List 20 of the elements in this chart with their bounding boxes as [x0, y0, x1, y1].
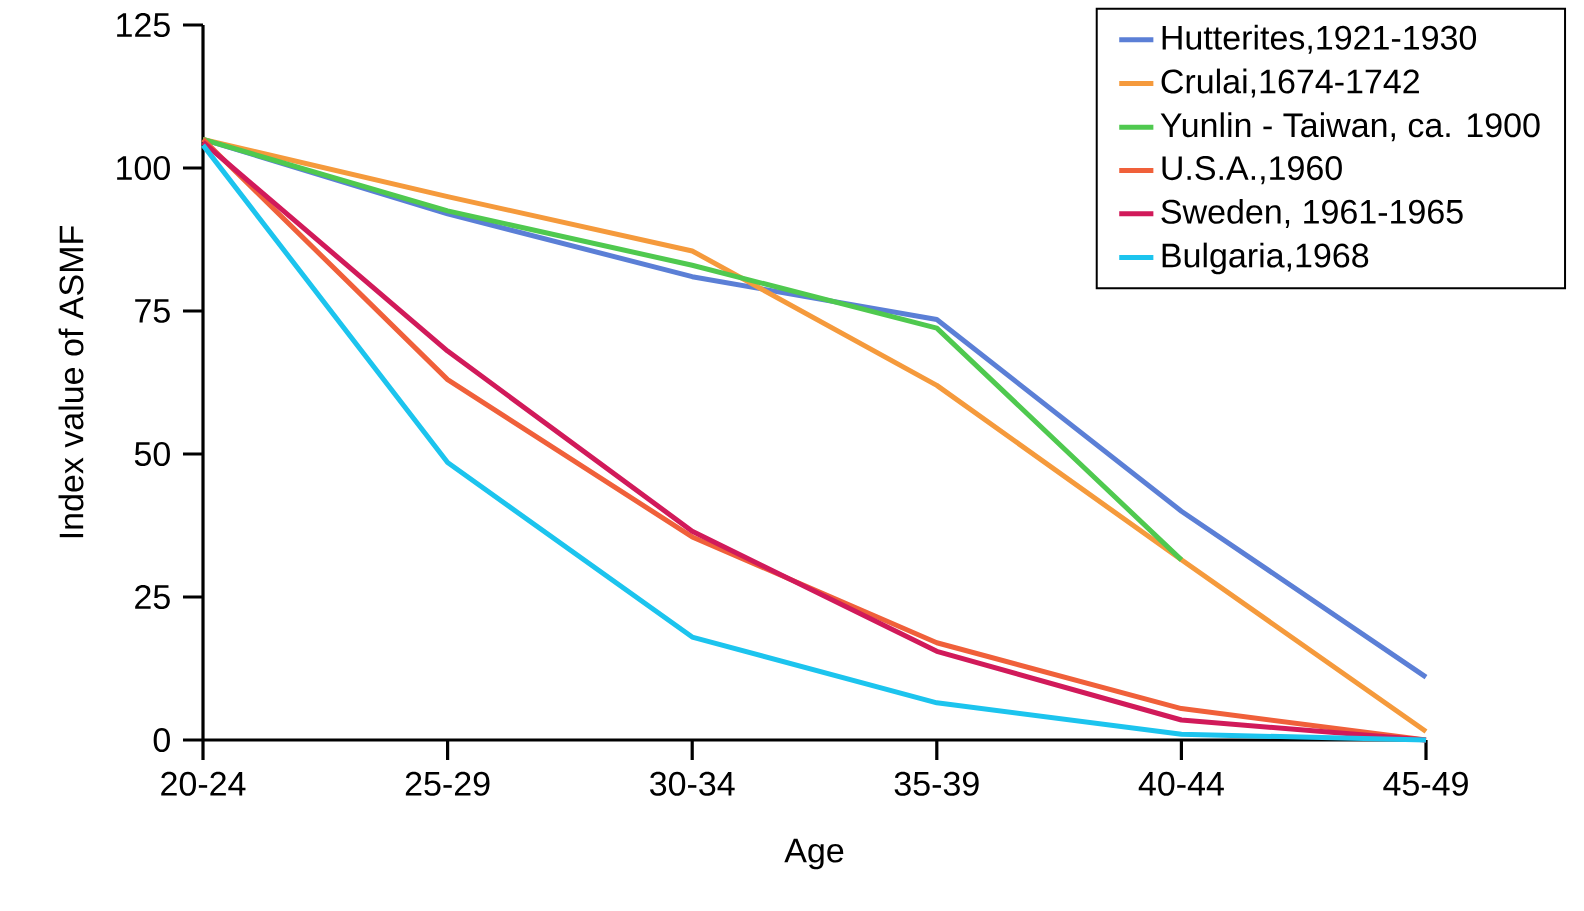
y-axis-title: Index value of ASMF: [58, 226, 84, 538]
x-tick-label: 45-49: [1383, 771, 1468, 796]
x-axis-title: Age: [784, 838, 844, 870]
legend-label: Sweden, 1961-1965: [1161, 198, 1463, 228]
y-tick-label: 75: [135, 299, 170, 323]
y-tick-label: 125: [117, 12, 170, 38]
legend-label: Bulgaria,1968: [1162, 242, 1369, 275]
x-tick-label: 20-24: [161, 771, 246, 796]
x-tick-label: 25-29: [405, 771, 490, 796]
legend-label: Yunlin - Taiwan, ca. 1900: [1160, 112, 1540, 142]
legend-label: Hutterites,1921-1930: [1162, 24, 1477, 54]
y-tick-label: 50: [134, 441, 170, 467]
y-tick-label: 25: [135, 584, 170, 610]
y-tick-label: 0: [153, 727, 170, 753]
legend-label: Crulai,1674-1742: [1161, 68, 1419, 98]
legend-label: U.S.A.,1960: [1162, 156, 1342, 185]
x-tick-label: 40-44: [1138, 771, 1224, 796]
x-tick-label: 30-34: [650, 771, 735, 796]
y-tick-label: 100: [117, 155, 170, 181]
x-tick-label: 35-39: [894, 771, 979, 796]
